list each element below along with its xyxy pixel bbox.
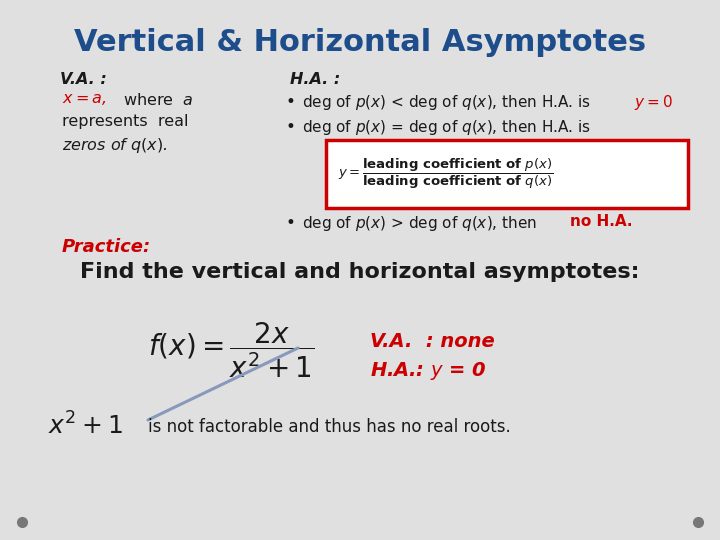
Text: $y = 0$: $y = 0$: [634, 93, 672, 112]
Text: •: •: [286, 214, 296, 232]
Text: deg of $p(x)$ = deg of $q(x)$, then H.A. is: deg of $p(x)$ = deg of $q(x)$, then H.A.…: [302, 118, 591, 137]
Text: Vertical & Horizontal Asymptotes: Vertical & Horizontal Asymptotes: [74, 28, 646, 57]
Text: zeros of $q(x)$.: zeros of $q(x)$.: [62, 136, 168, 155]
Text: H.A. :: H.A. :: [290, 72, 341, 87]
Text: deg of $p(x)$ < deg of $q(x)$, then H.A. is: deg of $p(x)$ < deg of $q(x)$, then H.A.…: [302, 93, 592, 112]
Text: •: •: [286, 118, 296, 136]
Text: Practice:: Practice:: [62, 238, 151, 256]
Text: no H.A.: no H.A.: [570, 214, 632, 229]
Text: $y = \dfrac{\mathbf{leading\ coefficient\ of}\ p(x)}{\mathbf{leading\ coefficien: $y = \dfrac{\mathbf{leading\ coefficient…: [338, 157, 554, 191]
Text: deg of $p(x)$ > deg of $q(x)$, then: deg of $p(x)$ > deg of $q(x)$, then: [302, 214, 539, 233]
FancyBboxPatch shape: [326, 140, 688, 208]
Text: $x = a$,: $x = a$,: [62, 92, 107, 107]
Text: Find the vertical and horizontal asymptotes:: Find the vertical and horizontal asympto…: [80, 262, 640, 282]
Text: $x^2+1$: $x^2+1$: [48, 412, 122, 439]
Text: •: •: [286, 93, 296, 111]
Text: is not factorable and thus has no real roots.: is not factorable and thus has no real r…: [148, 418, 510, 436]
Text: $f(x)=\dfrac{2x}{x^2+1}$: $f(x)=\dfrac{2x}{x^2+1}$: [148, 320, 315, 380]
Text: where  $a$: where $a$: [118, 92, 194, 108]
Text: V.A. :: V.A. :: [60, 72, 107, 87]
Text: represents  real: represents real: [62, 114, 189, 129]
Text: V.A.  : none: V.A. : none: [370, 332, 495, 351]
Text: H.A.: $y$ = 0: H.A.: $y$ = 0: [370, 360, 487, 382]
